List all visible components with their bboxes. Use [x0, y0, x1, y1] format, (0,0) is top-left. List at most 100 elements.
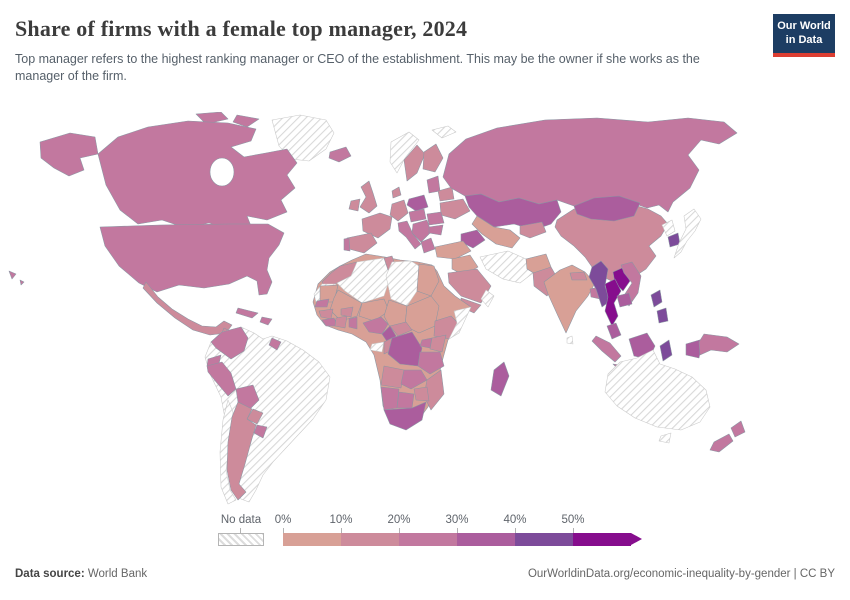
country-norway[interactable] [389, 131, 420, 174]
country-guyana[interactable] [268, 337, 282, 351]
country-svalbard[interactable] [431, 125, 457, 139]
legend-segment-20-30[interactable] [399, 533, 457, 546]
country-indonesia-sulawesi[interactable] [659, 339, 673, 362]
country-papua-new-guinea[interactable] [698, 333, 740, 356]
country-usa[interactable] [99, 223, 285, 296]
country-north-korea[interactable] [661, 219, 676, 237]
country-zimbabwe[interactable] [413, 386, 430, 402]
data-source: Data source: World Bank [15, 568, 147, 580]
country-portugal[interactable] [343, 237, 351, 252]
country-cambodia[interactable] [616, 292, 633, 308]
country-bolivia[interactable] [235, 384, 260, 410]
country-namibia[interactable] [380, 386, 400, 411]
country-greece[interactable] [420, 237, 436, 254]
country-bulgaria[interactable] [428, 224, 444, 236]
country-canada-arctic[interactable] [195, 112, 229, 125]
country-egypt[interactable] [416, 263, 440, 297]
country-india[interactable] [543, 264, 596, 334]
country-saudi-arabia[interactable] [447, 268, 492, 304]
legend-segment-30-40[interactable] [457, 533, 515, 546]
country-romania[interactable] [426, 211, 445, 226]
country-somalia[interactable] [448, 306, 472, 340]
country-nepal[interactable] [569, 271, 588, 281]
country-cote-divoire[interactable] [334, 315, 348, 329]
country-oman[interactable] [480, 289, 495, 308]
legend-segment-0-10[interactable] [283, 533, 341, 546]
country-philippines-luzon[interactable] [650, 289, 663, 308]
country-new-zealand-south[interactable] [709, 433, 734, 453]
country-iran[interactable] [479, 250, 534, 284]
country-japan[interactable] [673, 208, 702, 259]
country-united-kingdom[interactable] [359, 180, 378, 214]
chart-footer: Data source: World Bank OurWorldinData.o… [15, 568, 835, 580]
country-niger[interactable] [358, 298, 390, 322]
country-czechia-hungary[interactable] [408, 208, 427, 223]
country-kenya[interactable] [429, 334, 447, 353]
country-hispaniola[interactable] [259, 316, 273, 326]
country-indonesia-papua[interactable] [685, 338, 704, 359]
country-thailand[interactable] [604, 278, 622, 327]
country-poland[interactable] [406, 194, 429, 212]
country-hawaii[interactable] [8, 270, 25, 286]
country-south-africa[interactable] [383, 401, 427, 431]
country-denmark[interactable] [391, 186, 402, 199]
country-canada[interactable] [97, 120, 298, 231]
country-alaska[interactable] [39, 132, 99, 177]
country-tasmania[interactable] [658, 432, 672, 444]
legend-tick-1: 10% [329, 514, 353, 526]
credit-link[interactable]: OurWorldinData.org/economic-inequality-b… [527, 568, 835, 580]
legend-tick-4: 40% [503, 514, 527, 526]
country-malaysia[interactable] [606, 322, 622, 340]
country-indonesia-sumatra[interactable] [591, 335, 622, 363]
country-peru[interactable] [206, 361, 237, 397]
legend-segment-40-50[interactable] [515, 533, 573, 546]
legend-no-data-swatch[interactable] [218, 533, 264, 546]
country-gabon[interactable] [369, 341, 385, 353]
country-mongolia[interactable] [573, 195, 641, 222]
legend-boundary-tick [283, 528, 284, 533]
country-senegal[interactable] [314, 298, 330, 308]
legend-segment-50-plus[interactable] [573, 533, 631, 546]
country-belarus[interactable] [437, 186, 455, 202]
country-cuba[interactable] [235, 307, 259, 319]
country-libya[interactable] [385, 260, 420, 307]
owid-logo[interactable]: Our World in Data [773, 14, 835, 57]
country-uruguay[interactable] [253, 424, 268, 439]
country-sri-lanka[interactable] [566, 335, 574, 345]
country-finland[interactable] [422, 143, 444, 173]
country-uzbekistan-turkmenistan[interactable] [471, 215, 521, 249]
country-paraguay[interactable] [246, 408, 264, 425]
country-balkans[interactable] [411, 219, 432, 243]
country-italy[interactable] [397, 220, 422, 250]
country-germany[interactable] [389, 199, 409, 222]
country-ukraine[interactable] [439, 198, 471, 220]
country-kyrgyzstan-tajikistan[interactable] [519, 221, 547, 239]
country-france[interactable] [361, 212, 393, 239]
country-central-african-republic[interactable] [389, 321, 413, 337]
country-iceland[interactable] [328, 146, 352, 163]
country-ireland[interactable] [348, 198, 361, 212]
country-ghana[interactable] [348, 316, 358, 330]
country-madagascar[interactable] [490, 361, 510, 397]
country-argentina[interactable] [226, 401, 257, 501]
country-zambia[interactable] [400, 369, 428, 390]
legend-segment-10-20[interactable] [341, 533, 399, 546]
country-sweden[interactable] [403, 144, 426, 182]
data-source-value: World Bank [87, 568, 148, 580]
country-botswana[interactable] [396, 391, 415, 409]
country-spain[interactable] [346, 232, 378, 254]
country-colombia[interactable] [210, 326, 249, 360]
country-philippines-south[interactable] [656, 307, 669, 324]
country-angola[interactable] [380, 365, 405, 389]
world-map [0, 112, 850, 505]
country-turkey[interactable] [434, 240, 472, 260]
country-nigeria[interactable] [362, 316, 389, 335]
country-tanzania[interactable] [417, 351, 445, 375]
country-baltic-states[interactable] [426, 175, 441, 194]
country-caucasus[interactable] [460, 229, 486, 249]
country-australia[interactable] [604, 349, 711, 431]
country-new-zealand-north[interactable] [730, 420, 746, 438]
legend-boundary-tick [399, 528, 400, 533]
legend-boundary-tick [515, 528, 516, 533]
country-burkina-faso[interactable] [340, 306, 354, 318]
